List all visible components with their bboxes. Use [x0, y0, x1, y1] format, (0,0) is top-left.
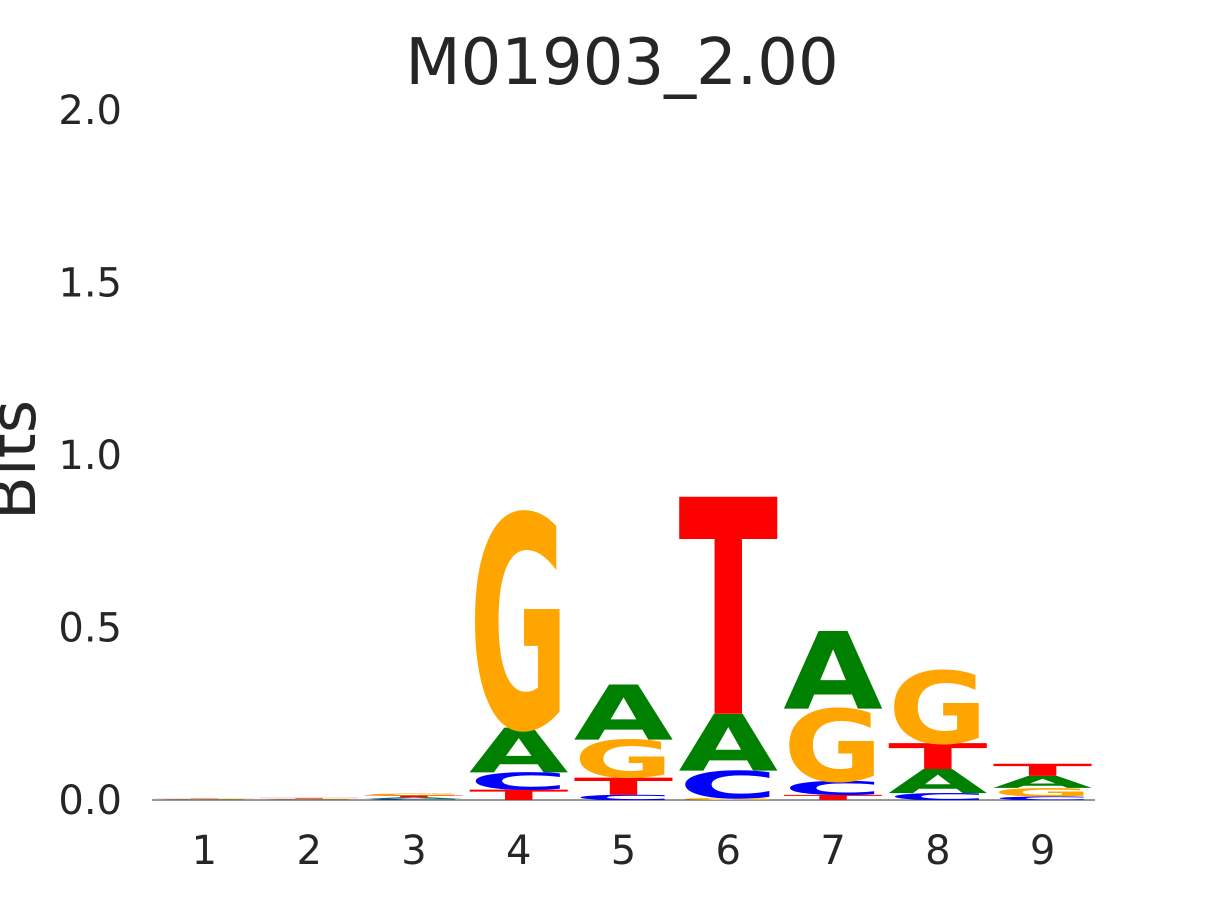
- y-tick-label: 0.5: [58, 606, 122, 652]
- logo-letter: T: [469, 787, 569, 803]
- logo-letter: A: [574, 670, 674, 758]
- chart-title: M01903_2.00: [405, 26, 838, 100]
- logo-letter: A: [364, 797, 464, 800]
- logo-letter: A: [679, 699, 779, 789]
- logo-letter: G: [679, 798, 779, 801]
- logo-letter: C: [469, 768, 569, 795]
- logo-letter: G: [364, 793, 464, 796]
- logo-letter: T: [679, 439, 779, 785]
- logo-letter: T: [993, 760, 1093, 779]
- logo-letter: A: [259, 800, 359, 801]
- logo-letter: G: [469, 456, 569, 797]
- logo-letter: G: [783, 690, 883, 805]
- x-tick-label: 3: [401, 828, 426, 874]
- logo-letter: T: [574, 773, 674, 800]
- x-tick-label: 6: [716, 828, 741, 874]
- logo-letter: T: [259, 798, 359, 799]
- logo-letter: C: [888, 791, 988, 802]
- logo-letter: C: [155, 799, 255, 800]
- logo-letter: T: [155, 799, 255, 800]
- logo-letter: C: [783, 777, 883, 799]
- logo-letter: G: [574, 729, 674, 790]
- logo-letter: C: [574, 793, 674, 801]
- x-tick-label: 1: [192, 828, 217, 874]
- x-tick-label: 5: [611, 828, 636, 874]
- logo-letter: A: [783, 611, 883, 735]
- logo-letter: T: [783, 793, 883, 801]
- y-axis-label: Bits: [0, 400, 51, 520]
- logo-letter: T: [364, 795, 464, 798]
- logo-letter: G: [993, 786, 1093, 800]
- logo-letter: T: [888, 736, 988, 778]
- x-tick-label: 8: [925, 828, 950, 874]
- logo-letter: G: [155, 799, 255, 800]
- x-tick-label: 7: [820, 828, 845, 874]
- x-tick-label: 9: [1030, 828, 1055, 874]
- logo-letter: C: [364, 799, 464, 801]
- logo-letter: G: [888, 652, 988, 767]
- logo-letter: C: [679, 763, 779, 807]
- y-tick-label: 0.0: [58, 778, 122, 824]
- y-tick-label: 1.5: [58, 261, 122, 307]
- x-tick-label: 4: [506, 828, 531, 874]
- logo-letter: C: [993, 796, 1093, 802]
- logo-letter: A: [155, 800, 255, 801]
- logo-letter: A: [993, 772, 1093, 791]
- y-tick-label: 1.0: [58, 433, 122, 479]
- logo-letter: C: [259, 799, 359, 800]
- y-tick-label: 2.0: [58, 88, 122, 134]
- x-tick-label: 2: [296, 828, 321, 874]
- logo-letter: A: [888, 762, 988, 801]
- logo-letter: G: [259, 798, 359, 799]
- logo-letter: A: [469, 715, 569, 787]
